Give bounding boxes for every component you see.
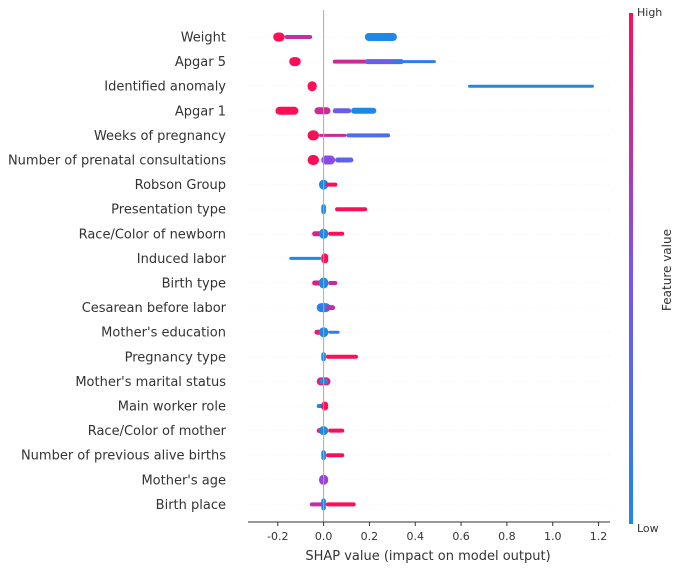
x-tick-label: -0.2 <box>267 530 288 543</box>
feature-row: Main worker role <box>118 400 610 415</box>
x-tick-label: 1.2 <box>590 530 608 543</box>
feature-row: Number of previous alive births <box>21 449 610 464</box>
feature-row: Mother's marital status <box>75 375 610 390</box>
x-tick-label: 0.8 <box>498 530 516 543</box>
feature-row: Apgar 5 <box>175 55 610 70</box>
feature-label: Pregnancy type <box>125 350 226 365</box>
shap-point-cluster <box>325 182 338 187</box>
shap-point-cluster <box>325 354 358 359</box>
shap-point-cluster <box>284 35 313 39</box>
shap-point-cluster <box>325 502 356 507</box>
feature-row: Identified anomaly <box>104 80 610 95</box>
feature-row: Birth place <box>156 498 610 513</box>
shap-point-cluster <box>314 107 331 115</box>
shap-point-cluster <box>328 428 345 433</box>
feature-row: Weeks of pregnancy <box>94 129 610 144</box>
shap-point-cluster <box>328 231 345 236</box>
feature-row: Race/Color of mother <box>88 424 610 439</box>
feature-row: Mother's age <box>141 473 610 488</box>
shap-point-cluster <box>364 33 397 41</box>
shap-point-cluster <box>275 106 299 115</box>
shap-point-cluster <box>328 281 338 285</box>
feature-label: Number of previous alive births <box>21 449 226 464</box>
x-tick-label: 0.4 <box>407 530 425 543</box>
feature-label: Mother's marital status <box>75 375 226 390</box>
x-tick-label: 0.0 <box>315 530 333 543</box>
feature-label: Apgar 5 <box>175 55 226 70</box>
x-tick-label: 1.0 <box>544 530 562 543</box>
shap-point-cluster <box>335 207 368 212</box>
shap-point-cluster <box>325 305 336 311</box>
shap-point-cluster <box>307 130 320 141</box>
shap-point-cluster <box>328 330 340 334</box>
shap-point-cluster <box>319 133 347 137</box>
feature-label: Birth type <box>162 277 226 292</box>
feature-label: Weight <box>181 31 226 46</box>
shap-point-cluster <box>321 253 329 264</box>
x-tick-label: 0.6 <box>452 530 470 543</box>
feature-label: Cesarean before labor <box>82 301 227 316</box>
shap-point-cluster <box>321 401 329 411</box>
x-tick-label: 0.2 <box>361 530 379 543</box>
feature-row: Presentation type <box>111 203 610 218</box>
feature-label: Mother's education <box>101 326 226 341</box>
feature-row: Number of prenatal consultations <box>8 154 610 169</box>
feature-label: Weeks of pregnancy <box>94 129 226 144</box>
colorbar: High Low Feature value <box>629 6 674 535</box>
feature-label: Robson Group <box>135 178 226 193</box>
feature-label: Birth place <box>156 498 226 513</box>
feature-row: Apgar 1 <box>175 104 610 119</box>
feature-row: Pregnancy type <box>125 350 610 365</box>
feature-row: Mother's education <box>101 326 610 341</box>
shap-point-cluster <box>332 59 370 64</box>
feature-row: Weight <box>181 31 610 46</box>
colorbar-low-label: Low <box>637 522 659 535</box>
feature-label: Race/Color of newborn <box>79 227 226 242</box>
feature-label: Presentation type <box>111 203 226 218</box>
shap-point-cluster <box>467 84 594 88</box>
shap-point-cluster <box>273 32 285 42</box>
colorbar-title: Feature value <box>660 229 674 311</box>
shap-point-cluster <box>325 453 345 458</box>
feature-row: Race/Color of newborn <box>79 227 610 242</box>
shap-point-cluster <box>307 81 317 92</box>
colorbar-high-label: High <box>637 6 662 19</box>
x-axis-title: SHAP value (impact on model output) <box>305 549 550 564</box>
feature-label: Identified anomaly <box>104 80 226 95</box>
feature-label: Number of prenatal consultations <box>8 154 226 169</box>
shap-point-cluster <box>289 256 322 260</box>
feature-rows: Weight Apgar 5 Identified anomaly Apgar 1 We… <box>8 31 610 513</box>
shap-point-cluster <box>321 155 336 165</box>
feature-label: Mother's age <box>141 473 226 488</box>
shap-point-cluster <box>346 133 391 138</box>
shap-point-cluster <box>289 57 301 67</box>
shap-point-cluster <box>307 155 320 165</box>
shap-point-cluster <box>351 107 377 114</box>
shap-point-cluster <box>392 60 436 64</box>
feature-row: Induced labor <box>137 252 610 267</box>
feature-label: Main worker role <box>118 400 226 415</box>
feature-label: Apgar 1 <box>175 104 226 119</box>
feature-row: Cesarean before labor <box>82 301 610 316</box>
feature-row: Robson Group <box>135 178 610 193</box>
feature-label: Induced labor <box>137 252 227 267</box>
colorbar-gradient <box>629 13 633 524</box>
x-axis: -0.2 0.0 0.2 0.4 0.6 0.8 1.0 1.2 <box>248 521 610 543</box>
shap-point-cluster <box>335 157 354 163</box>
feature-row: Birth type <box>162 277 610 292</box>
shap-point-cluster <box>332 108 352 114</box>
feature-label: Race/Color of mother <box>88 424 227 439</box>
